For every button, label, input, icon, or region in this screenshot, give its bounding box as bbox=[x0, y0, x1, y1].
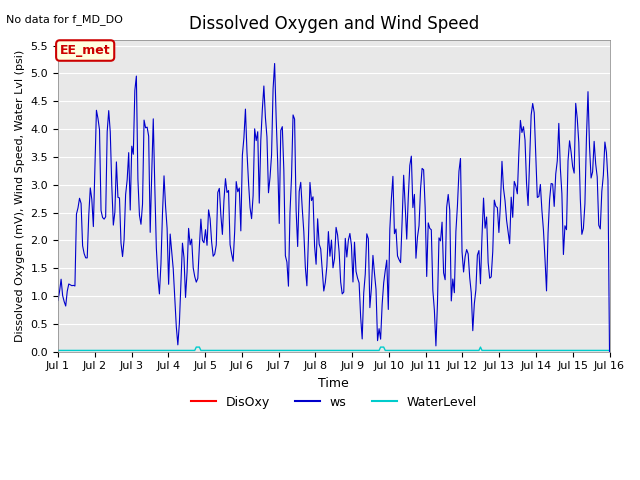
Text: No data for f_MD_DO: No data for f_MD_DO bbox=[6, 14, 124, 25]
Legend: DisOxy, ws, WaterLevel: DisOxy, ws, WaterLevel bbox=[186, 391, 482, 414]
Y-axis label: Dissolved Oxygen (mV), Wind Speed, Water Lvl (psi): Dissolved Oxygen (mV), Wind Speed, Water… bbox=[15, 50, 25, 342]
Title: Dissolved Oxygen and Wind Speed: Dissolved Oxygen and Wind Speed bbox=[189, 15, 479, 33]
Text: EE_met: EE_met bbox=[60, 44, 111, 57]
X-axis label: Time: Time bbox=[318, 377, 349, 390]
